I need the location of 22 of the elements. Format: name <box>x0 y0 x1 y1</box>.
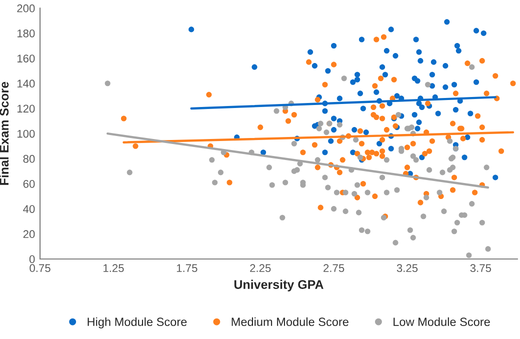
legend-label: Low Module Score <box>394 317 490 326</box>
legend-label: Medium Module Score <box>232 317 348 326</box>
y-tick-label: 100 <box>17 130 35 138</box>
y-tick-label: 80 <box>23 154 35 163</box>
x-tick-label: 2.75 <box>324 264 344 272</box>
y-tick-label: 140 <box>17 80 35 88</box>
x-tick-label: 0.75 <box>30 264 50 272</box>
x-tick-label: 2.25 <box>250 264 271 272</box>
x-tick-label: 1.25 <box>104 264 124 272</box>
y-tick-label: 0 <box>29 255 35 264</box>
x-tick-label: 3.25 <box>396 264 418 272</box>
y-tick-label: 180 <box>17 29 35 38</box>
y-tick-label: 20 <box>23 230 35 238</box>
y-tick-label: 40 <box>23 205 35 213</box>
legend-label: High Module Score <box>88 317 187 328</box>
y-tick-label: 200 <box>17 4 35 12</box>
x-tick-label: 1.75 <box>176 264 198 272</box>
y-tick-label: 120 <box>17 104 35 113</box>
x-axis-title: University GPA <box>234 280 324 292</box>
y-tick-label: 60 <box>23 180 35 188</box>
x-tick-label: 3.75 <box>470 264 492 272</box>
y-tick-label: 160 <box>17 54 35 62</box>
